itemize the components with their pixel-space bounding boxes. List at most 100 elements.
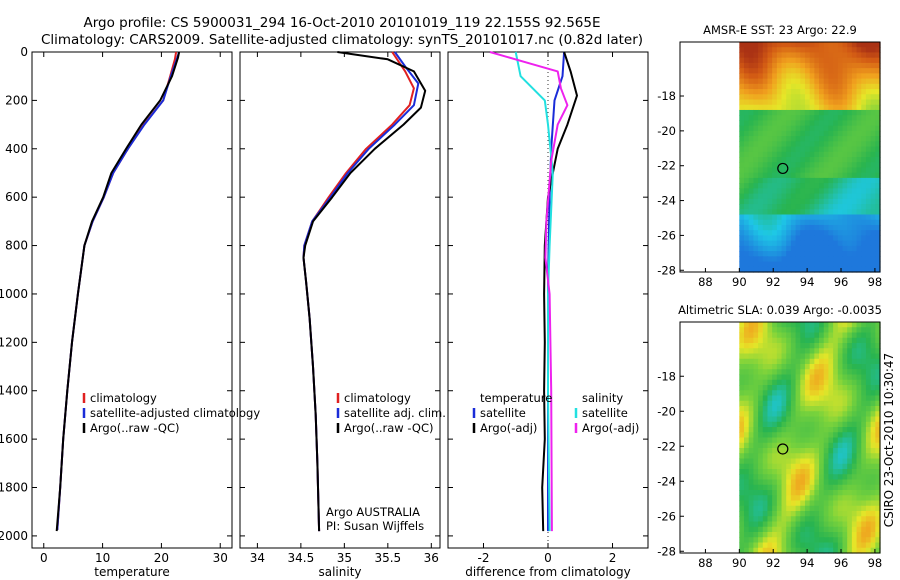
heatmap-cell [875, 500, 881, 507]
heatmap-cell [828, 542, 834, 549]
heatmap-cell [772, 490, 778, 496]
heatmap-cell [781, 542, 787, 549]
heatmap-cell [837, 266, 844, 273]
heatmap-cell [875, 62, 881, 69]
heatmap-cell [739, 94, 745, 101]
heatmap-cell [865, 73, 872, 80]
heatmap-cell [870, 235, 876, 242]
heatmap-cell [865, 364, 872, 370]
heatmap-cell [837, 442, 844, 449]
heatmap-cell [842, 532, 848, 538]
heatmap-cell [809, 395, 815, 402]
heatmap-cell [786, 400, 792, 407]
heatmap-cell [865, 453, 872, 460]
heatmap-cell [814, 458, 820, 465]
heatmap-cell [856, 47, 862, 54]
heatmap-cell [842, 469, 848, 475]
heatmap-cell [809, 94, 815, 101]
heatmap-cell [851, 505, 858, 512]
heatmap-cell [875, 99, 881, 106]
heatmap-cell [837, 374, 844, 381]
heatmap-cell [809, 57, 815, 64]
heatmap-cell [762, 172, 769, 179]
heatmap-cell [819, 177, 825, 184]
heatmap-cell [762, 73, 769, 80]
heatmap-cell [861, 130, 867, 137]
heatmap-cell [776, 511, 783, 517]
heatmap-cell [865, 516, 872, 523]
heatmap-cell [809, 230, 815, 237]
heatmap-cell [800, 448, 806, 454]
heatmap-cell [833, 198, 839, 205]
heatmap-cell [800, 157, 806, 163]
heatmap-cell [781, 395, 787, 402]
heatmap-cell [875, 193, 881, 200]
heatmap-cell [753, 322, 759, 328]
heatmap-cell [776, 130, 783, 137]
heatmap-cell [781, 526, 787, 533]
heatmap-cell [804, 532, 811, 538]
heatmap-cell [790, 374, 797, 381]
heatmap-cell [786, 348, 792, 355]
heatmap-cell [795, 343, 801, 349]
heatmap-cell [875, 547, 881, 554]
heatmap-cell [753, 547, 759, 554]
heatmap-cell [847, 332, 853, 339]
heatmap-cell [753, 235, 759, 242]
heatmap-cell [767, 463, 773, 470]
heatmap-cell [748, 235, 754, 242]
heatmap-cell [758, 193, 764, 200]
heatmap-cell [851, 348, 858, 355]
heatmap-cell [865, 83, 872, 90]
heatmap-cell [814, 209, 820, 216]
heatmap-cell [781, 369, 787, 376]
heatmap-cell [804, 322, 811, 328]
heatmap-cell [781, 94, 787, 101]
heatmap-cell [744, 99, 750, 106]
heatmap-cell [823, 141, 830, 148]
heatmap-cell [786, 416, 792, 423]
heatmap-cell [870, 547, 876, 554]
heatmap-cell [795, 458, 801, 465]
heatmap-cell [865, 188, 872, 195]
heatmap-cell [828, 390, 834, 397]
heatmap-cell [828, 442, 834, 449]
x-tick-label: 35 [337, 551, 352, 565]
heatmap-cell [781, 532, 787, 538]
heatmap-cell [842, 416, 848, 423]
heatmap-cell [804, 463, 811, 470]
heatmap-cell [837, 209, 844, 216]
heatmap-cell [748, 130, 754, 137]
heatmap-cell [758, 188, 764, 195]
heatmap-cell [767, 115, 773, 122]
heatmap-cell [875, 448, 881, 454]
heatmap-cell [833, 146, 839, 153]
heatmap-cell [842, 327, 848, 334]
heatmap-cell [776, 547, 783, 554]
heatmap-cell [786, 193, 792, 200]
heatmap-cell [861, 261, 867, 268]
heatmap-cell [781, 390, 787, 397]
heatmap-cell [786, 136, 792, 142]
heatmap-cell [851, 193, 858, 200]
heatmap-cell [842, 256, 848, 263]
map-x-tick-label: 92 [766, 275, 781, 289]
heatmap-cell [814, 353, 820, 360]
heatmap-cell [842, 68, 848, 74]
x-tick-label: 30 [213, 551, 228, 565]
heatmap-cell [870, 214, 876, 221]
heatmap-cell [865, 458, 872, 465]
heatmap-cell [804, 125, 811, 132]
heatmap-cell [809, 343, 815, 349]
heatmap-cell [814, 261, 820, 268]
heatmap-cell [837, 204, 844, 210]
heatmap-cell [861, 432, 867, 439]
heatmap-cell [847, 151, 853, 158]
heatmap-cell [875, 421, 881, 428]
heatmap-cell [851, 73, 858, 80]
heatmap-cell [828, 120, 834, 127]
heatmap-cell [804, 261, 811, 268]
heatmap-cell [847, 526, 853, 533]
heatmap-cell [781, 42, 787, 48]
heatmap-cell [804, 411, 811, 418]
